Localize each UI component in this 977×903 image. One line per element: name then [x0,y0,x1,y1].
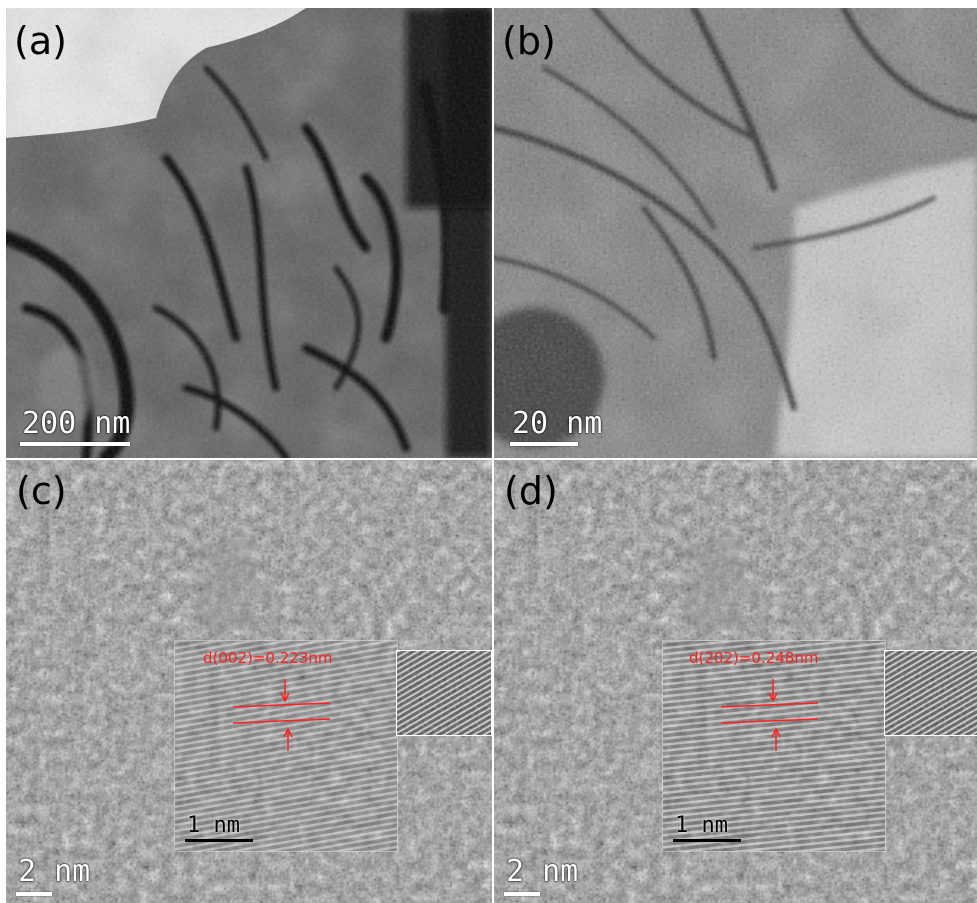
scale-bar-line-a [20,442,130,446]
mini-inset-d [884,650,977,736]
scale-bar-a: 200 nm [20,406,220,450]
inset-scale-bar-line-c [185,839,253,842]
panel-label-c: (c) [16,469,67,513]
inset-scale-bar-text-d: 1 nm [675,813,728,838]
panel-c: (c) d(002)=0.223nm 1 nm 2 nm [6,460,492,903]
scale-bar-line-c [16,892,52,896]
panel-d: (d) d(202)=0.248nm 1 nm 2 nm [494,460,977,903]
inset-scale-bar-d: 1 nm [673,813,773,847]
inset-d: d(202)=0.248nm 1 nm [662,640,886,852]
scale-bar-line-d [504,892,540,896]
panel-label-b: (b) [502,19,556,63]
inset-scale-bar-line-d [673,839,741,842]
scale-bar-text-d: 2 nm [506,854,579,889]
d-spacing-label-c: d(002)=0.223nm [203,649,333,667]
scale-bar-line-b [510,442,578,446]
panel-label-d: (d) [504,469,558,513]
panel-b: (b) 20 nm [494,8,977,458]
inset-c: d(002)=0.223nm 1 nm [174,640,398,852]
scale-bar-c: 2 nm [16,852,156,900]
scale-bar-text-a: 200 nm [22,406,131,441]
panel-label-a: (a) [14,19,67,63]
inset-scale-bar-text-c: 1 nm [187,813,240,838]
scale-bar-b: 20 nm [510,406,650,450]
tem-image-a [6,8,492,458]
scale-bar-text-b: 20 nm [512,406,603,441]
tem-image-b [494,8,977,458]
scale-bar-d: 2 nm [504,852,644,900]
inset-scale-bar-c: 1 nm [185,813,285,847]
panel-a: (a) 200 nm [6,8,492,458]
d-spacing-label-d: d(202)=0.248nm [689,649,819,667]
scale-bar-text-c: 2 nm [18,854,91,889]
mini-inset-c [396,650,492,736]
